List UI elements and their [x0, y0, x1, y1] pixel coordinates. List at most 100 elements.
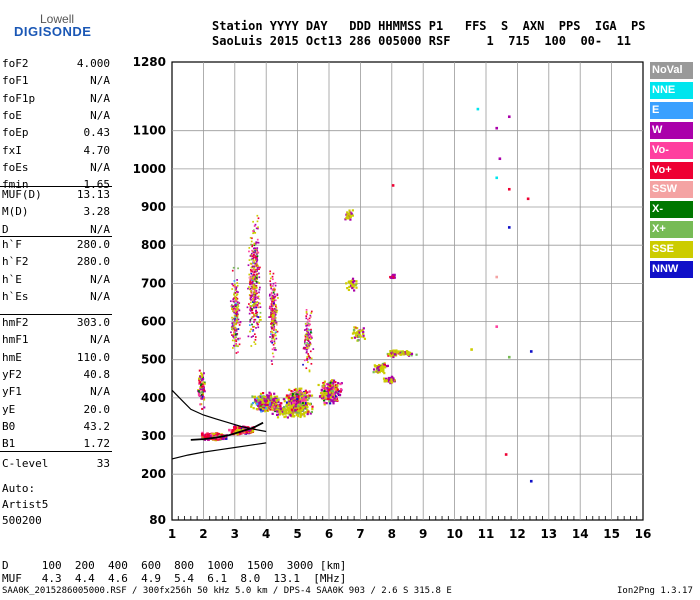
echo-dot	[231, 318, 234, 321]
echo-dot	[275, 329, 277, 331]
echo-point	[507, 226, 511, 229]
echo-dot	[275, 309, 278, 312]
echo-dot	[304, 403, 307, 406]
echo-dot	[249, 236, 252, 239]
echo-dot	[246, 306, 249, 309]
param-value: N/A	[90, 289, 110, 303]
echo-dot	[290, 397, 293, 400]
echo-dot	[266, 398, 270, 401]
echo-point	[507, 355, 511, 359]
echo-dot	[209, 433, 213, 437]
echo-dot	[200, 372, 203, 375]
param-row: yF2 40.8	[2, 368, 110, 384]
echo-dot	[272, 313, 274, 316]
echo-dot	[248, 259, 251, 261]
echo-dot	[253, 298, 256, 301]
echo-dot	[253, 299, 255, 302]
echo-dot	[253, 400, 256, 403]
echo-dot	[247, 264, 250, 267]
echo-dot	[329, 402, 332, 405]
param-key: M(D)	[2, 205, 29, 219]
echo-dot	[273, 301, 275, 304]
echo-dot	[232, 333, 235, 336]
echo-dot	[328, 396, 331, 399]
echo-dot	[274, 313, 277, 316]
echo-dot	[254, 251, 256, 254]
echo-dot	[213, 432, 216, 436]
echo-dot	[202, 372, 205, 375]
echo-dot	[250, 254, 253, 256]
x-tick-label: 1	[168, 527, 176, 541]
echo-dot	[395, 349, 398, 352]
echo-dot	[249, 319, 252, 321]
echo-dot	[260, 400, 263, 403]
echo-dot	[271, 326, 273, 329]
echo-dot	[292, 396, 295, 399]
echo-dot	[256, 255, 259, 258]
echo-dot	[233, 292, 236, 294]
echo-dot	[304, 405, 307, 408]
echo-dot	[249, 301, 252, 304]
echo-dot	[231, 305, 234, 308]
echo-dot	[319, 395, 322, 398]
echo-dot	[235, 302, 237, 305]
echo-dot	[221, 437, 225, 441]
echo-dot	[255, 286, 258, 289]
echo-dot	[327, 386, 330, 389]
echo-dot	[271, 324, 274, 326]
echo-dot	[271, 315, 273, 317]
echo-dot	[323, 391, 326, 394]
echo-dot	[256, 264, 258, 266]
echo-dot	[303, 342, 306, 345]
echo-dot	[307, 361, 309, 363]
echo-dot	[390, 380, 393, 383]
echo-dot	[320, 397, 324, 400]
echo-dot	[339, 388, 342, 391]
echo-dot	[294, 398, 298, 402]
echo-dot	[257, 302, 260, 304]
echo-dot	[306, 395, 309, 398]
echo-dot	[252, 220, 254, 223]
echo-dot	[229, 300, 232, 303]
echo-dot	[278, 408, 281, 412]
echo-dot	[271, 363, 274, 365]
echo-dot	[378, 371, 381, 374]
echo-dot	[348, 212, 351, 215]
echo-dot	[390, 378, 393, 381]
echo-dot	[233, 324, 236, 327]
echo-dot	[253, 288, 256, 291]
echo-dot	[291, 401, 295, 404]
param-value: 4.000	[76, 57, 110, 70]
echo-dot	[262, 396, 266, 399]
echo-dot	[269, 280, 272, 283]
echo-dot	[234, 426, 238, 429]
echo-point	[507, 187, 511, 191]
echo-dot	[265, 395, 268, 398]
echo-dot	[199, 381, 202, 384]
echo-dot	[255, 312, 257, 315]
echo-dot	[253, 244, 256, 247]
echo-dot	[322, 381, 325, 385]
echo-dot	[297, 395, 300, 398]
echo-dot	[334, 397, 337, 400]
param-row: h`Es N/A	[2, 290, 110, 306]
param-row: foEs N/A	[2, 161, 110, 177]
echo-dot	[261, 399, 264, 402]
echo-dot	[339, 390, 342, 393]
echo-dot	[253, 262, 256, 265]
echo-dot	[311, 337, 313, 339]
echo-dot	[306, 328, 309, 330]
echo-dot	[259, 286, 261, 289]
echo-dot	[353, 336, 356, 339]
echo-dot	[303, 359, 306, 362]
legend-item-voplus: Vo+	[650, 161, 693, 179]
x-tick-label: 12	[509, 527, 526, 541]
echo-dot	[238, 426, 241, 429]
echo-dot	[350, 284, 353, 287]
echo-dot	[235, 342, 238, 345]
echo-dot	[372, 371, 375, 374]
echo-dot	[301, 392, 304, 395]
echo-dot	[390, 276, 393, 279]
param-row: foF2 4.000	[2, 57, 110, 73]
